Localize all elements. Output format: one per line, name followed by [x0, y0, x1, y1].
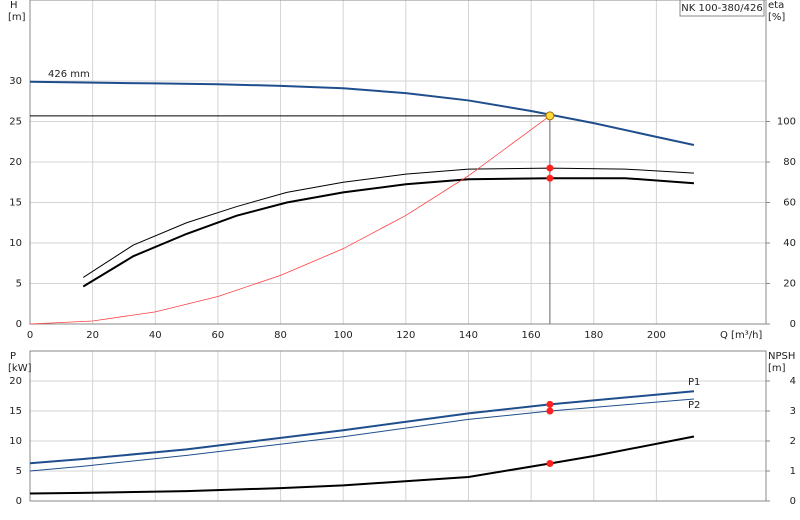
y-tick-label: 10 — [9, 238, 22, 249]
annotation: 426 mm — [48, 69, 90, 80]
y-tick-label: 10 — [9, 436, 22, 447]
series-line — [29, 80, 695, 146]
series-line — [82, 177, 695, 288]
x-tick-label: 200 — [647, 330, 666, 341]
y2-tick-label: 60 — [783, 198, 796, 209]
series-line — [29, 435, 695, 495]
y-tick-label: 15 — [9, 198, 22, 209]
x-tick-label: 160 — [522, 330, 541, 341]
y-tick-label: 5 — [16, 279, 22, 290]
y-tick-label: 25 — [9, 117, 22, 128]
y-tick-label: 30 — [9, 76, 22, 87]
y2-tick-label: 4 — [790, 376, 796, 387]
x-tick-label: 100 — [334, 330, 353, 341]
x-tick-label: 20 — [86, 330, 99, 341]
y2-tick-label: 1 — [790, 466, 796, 477]
series-line — [82, 167, 694, 278]
y2-unit: [%] — [768, 12, 785, 23]
x-tick-label: 60 — [212, 330, 225, 341]
duty-marker — [546, 400, 554, 408]
y-tick-label: 20 — [9, 157, 22, 168]
y2-tick-label: 3 — [790, 406, 796, 417]
duty-marker — [546, 407, 554, 415]
plot-frame — [29, 0, 767, 325]
duty-point — [545, 111, 555, 121]
y-label: P — [10, 351, 16, 362]
duty-marker — [546, 460, 554, 467]
legend-label: P2 — [688, 400, 700, 411]
y2-tick-label: 40 — [783, 238, 796, 249]
y2-tick-label: 80 — [783, 157, 796, 168]
x-tick-label: 120 — [396, 330, 415, 341]
y-unit: [kW] — [8, 363, 32, 374]
y2-tick-label: 0 — [790, 319, 796, 330]
series-line — [29, 398, 695, 472]
x-tick-label: 40 — [149, 330, 162, 341]
duty-marker — [546, 164, 554, 172]
series-line — [29, 390, 695, 465]
series-line — [29, 115, 551, 325]
y-unit: [m] — [8, 12, 26, 23]
legend-label: P1 — [688, 377, 700, 388]
x-tick-label: 180 — [584, 330, 603, 341]
title-box — [679, 0, 765, 17]
y2-tick-label: 0 — [790, 496, 796, 507]
y2-tick-label: 100 — [777, 117, 796, 128]
y2-tick-label: 2 — [790, 436, 796, 447]
duty-marker — [546, 174, 554, 182]
y2-tick-label: 20 — [783, 279, 796, 290]
y2-label: NPSH — [768, 351, 795, 362]
chart-title: NK 100-380/426 — [681, 3, 762, 14]
y2-label: eta — [768, 0, 784, 11]
x-tick-label: 80 — [274, 330, 287, 341]
x-label: Q [m³/h] — [720, 330, 762, 341]
x-tick-label: 140 — [459, 330, 478, 341]
y-tick-label: 15 — [9, 406, 22, 417]
y-tick-label: 20 — [9, 376, 22, 387]
y2-unit: [m] — [768, 363, 786, 374]
y-label: H — [10, 0, 18, 11]
y-tick-label: 5 — [16, 466, 22, 477]
x-tick-label: 0 — [27, 330, 33, 341]
y-tick-label: 0 — [16, 496, 22, 507]
y-tick-label: 0 — [16, 319, 22, 330]
plot-frame — [29, 350, 767, 502]
